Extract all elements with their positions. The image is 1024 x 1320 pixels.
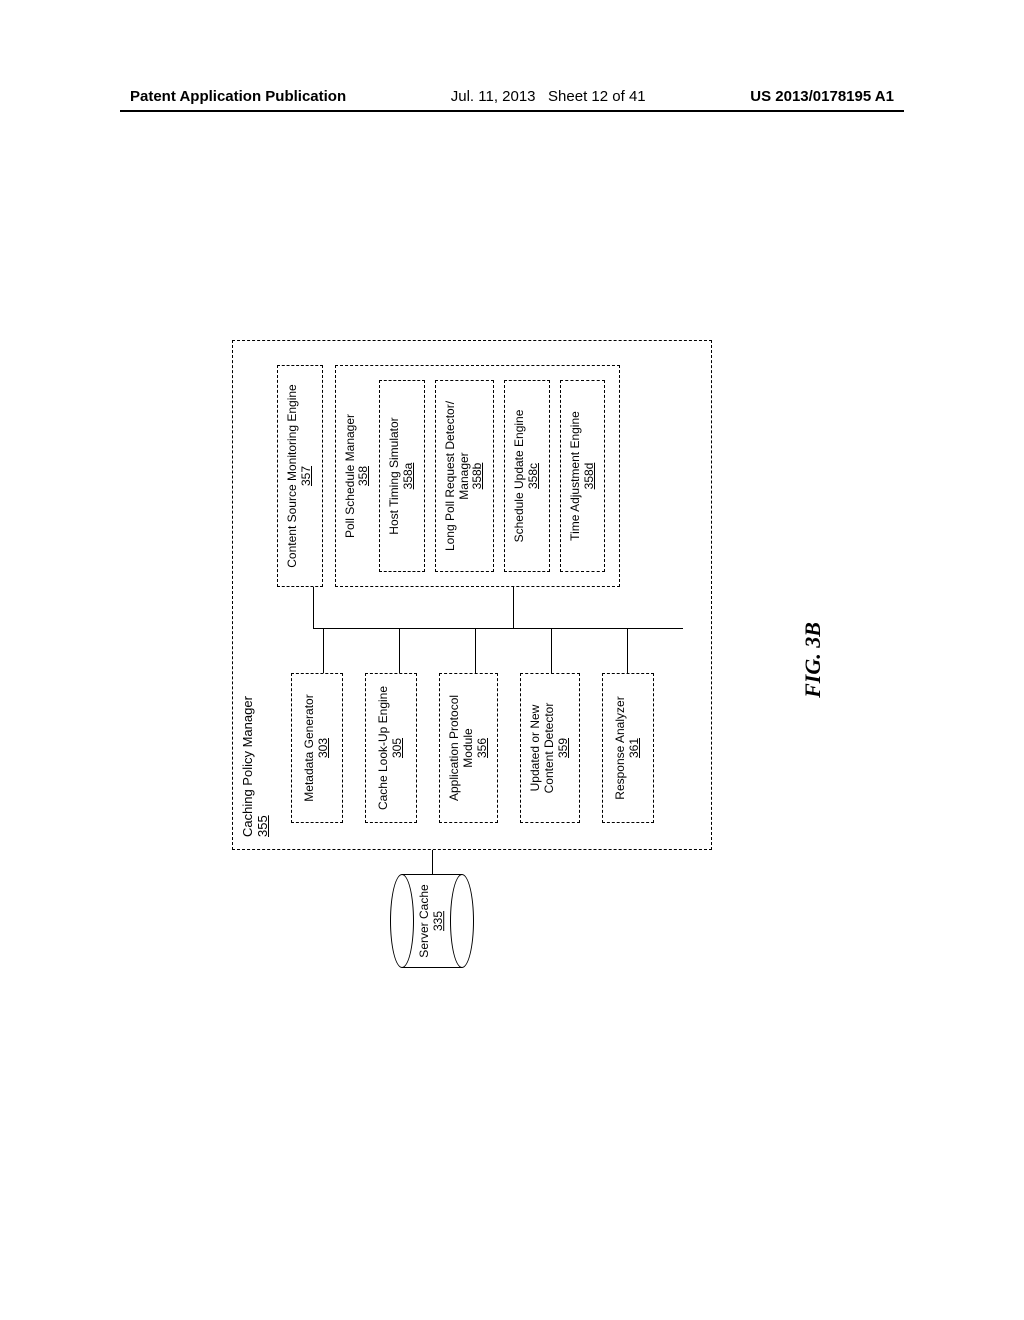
metadata-generator-ref: 303 [317, 738, 331, 758]
cpm-title-text: Caching Policy Manager [240, 696, 255, 837]
stub-l4 [551, 629, 552, 673]
figure-caption: FIG. 3B [800, 622, 826, 698]
header-date: Jul. 11, 2013 [451, 88, 536, 105]
server-cache-ref: 335 [431, 911, 445, 931]
updated-content-detector-box: Updated or New Content Detector 359 [520, 673, 579, 823]
csme-label: Content Source Monitoring Engine [286, 384, 300, 567]
server-cache-label: Server Cache 335 [418, 874, 446, 968]
time-adjustment-engine-box: Time Adjustment Engine 358d [560, 380, 606, 572]
app-protocol-module-label: Application Protocol Module [448, 680, 476, 816]
updated-content-detector-label: Updated or New Content Detector [529, 703, 557, 794]
content-source-monitoring-box: Content Source Monitoring Engine 357 [277, 365, 323, 587]
psm-title-text: Poll Schedule Manager [343, 414, 357, 538]
psm-ref: 358 [356, 466, 370, 486]
app-protocol-module-ref: 356 [476, 738, 490, 758]
time-adjustment-engine-label: Time Adjustment Engine [569, 411, 583, 541]
cylinder-bottom-ellipse [450, 874, 474, 968]
caching-policy-manager-panel: Caching Policy Manager 355 Metadata Gene… [232, 340, 712, 850]
host-timing-simulator-box: Host Timing Simulator 358a [379, 380, 425, 572]
poll-schedule-manager-box: Poll Schedule Manager 358 Host Timing Si… [335, 365, 621, 587]
header-sheet: Sheet 12 of 41 [548, 88, 646, 105]
patent-header: Patent Application Publication Jul. 11, … [130, 88, 894, 105]
caching-policy-manager-title: Caching Policy Manager 355 [241, 696, 271, 837]
server-cache-connector [432, 850, 433, 874]
time-adjustment-engine-ref: 358d [583, 463, 597, 490]
cache-lookup-engine-label: Cache Look-Up Engine [377, 686, 391, 810]
cpm-ref: 355 [255, 815, 270, 837]
cylinder-top-ellipse [390, 874, 414, 968]
app-protocol-module-box: Application Protocol Module 356 [439, 673, 498, 823]
response-analyzer-box: Response Analyzer 361 [602, 673, 654, 823]
cache-lookup-engine-box: Cache Look-Up Engine 305 [365, 673, 417, 823]
page: Patent Application Publication Jul. 11, … [0, 0, 1024, 1320]
long-poll-detector-label: Long Poll Request Detector/ Manager [444, 401, 472, 551]
response-analyzer-label: Response Analyzer [614, 696, 628, 799]
psm-inner: Host Timing Simulator 358a Long Poll Req… [377, 374, 609, 578]
stub-l3 [475, 629, 476, 673]
schedule-update-engine-box: Schedule Update Engine 358c [504, 380, 550, 572]
metadata-generator-label: Metadata Generator [303, 694, 317, 801]
header-rule [120, 110, 904, 112]
right-column: Content Source Monitoring Engine 357 Pol… [277, 365, 620, 587]
header-pubno: US 2013/0178195 A1 [750, 88, 894, 105]
long-poll-detector-box: Long Poll Request Detector/ Manager 358b [435, 380, 494, 572]
figure-3b: Server Cache 335 Caching Policy Manager … [232, 340, 792, 980]
header-left: Patent Application Publication [130, 88, 346, 105]
left-column: Metadata Generator 303 Cache Look-Up Eng… [291, 673, 654, 823]
schedule-update-engine-ref: 358c [527, 463, 541, 489]
metadata-generator-box: Metadata Generator 303 [291, 673, 343, 823]
cache-lookup-engine-ref: 305 [391, 738, 405, 758]
updated-content-detector-ref: 359 [557, 738, 571, 758]
header-mid: Jul. 11, 2013 Sheet 12 of 41 [451, 88, 646, 105]
schedule-update-engine-label: Schedule Update Engine [513, 410, 527, 543]
server-cache-cylinder: Server Cache 335 [390, 874, 474, 968]
stub-r1 [313, 587, 314, 629]
psm-title: Poll Schedule Manager 358 [344, 414, 372, 538]
stub-r2 [513, 587, 514, 629]
stub-l2 [399, 629, 400, 673]
stub-l5 [627, 629, 628, 673]
stub-l1 [323, 629, 324, 673]
host-timing-simulator-ref: 358a [402, 463, 416, 490]
long-poll-detector-ref: 358b [471, 463, 485, 490]
server-cache-text: Server Cache [417, 884, 431, 957]
response-analyzer-ref: 361 [628, 738, 642, 758]
csme-ref: 357 [300, 466, 314, 486]
host-timing-simulator-label: Host Timing Simulator [388, 417, 402, 534]
